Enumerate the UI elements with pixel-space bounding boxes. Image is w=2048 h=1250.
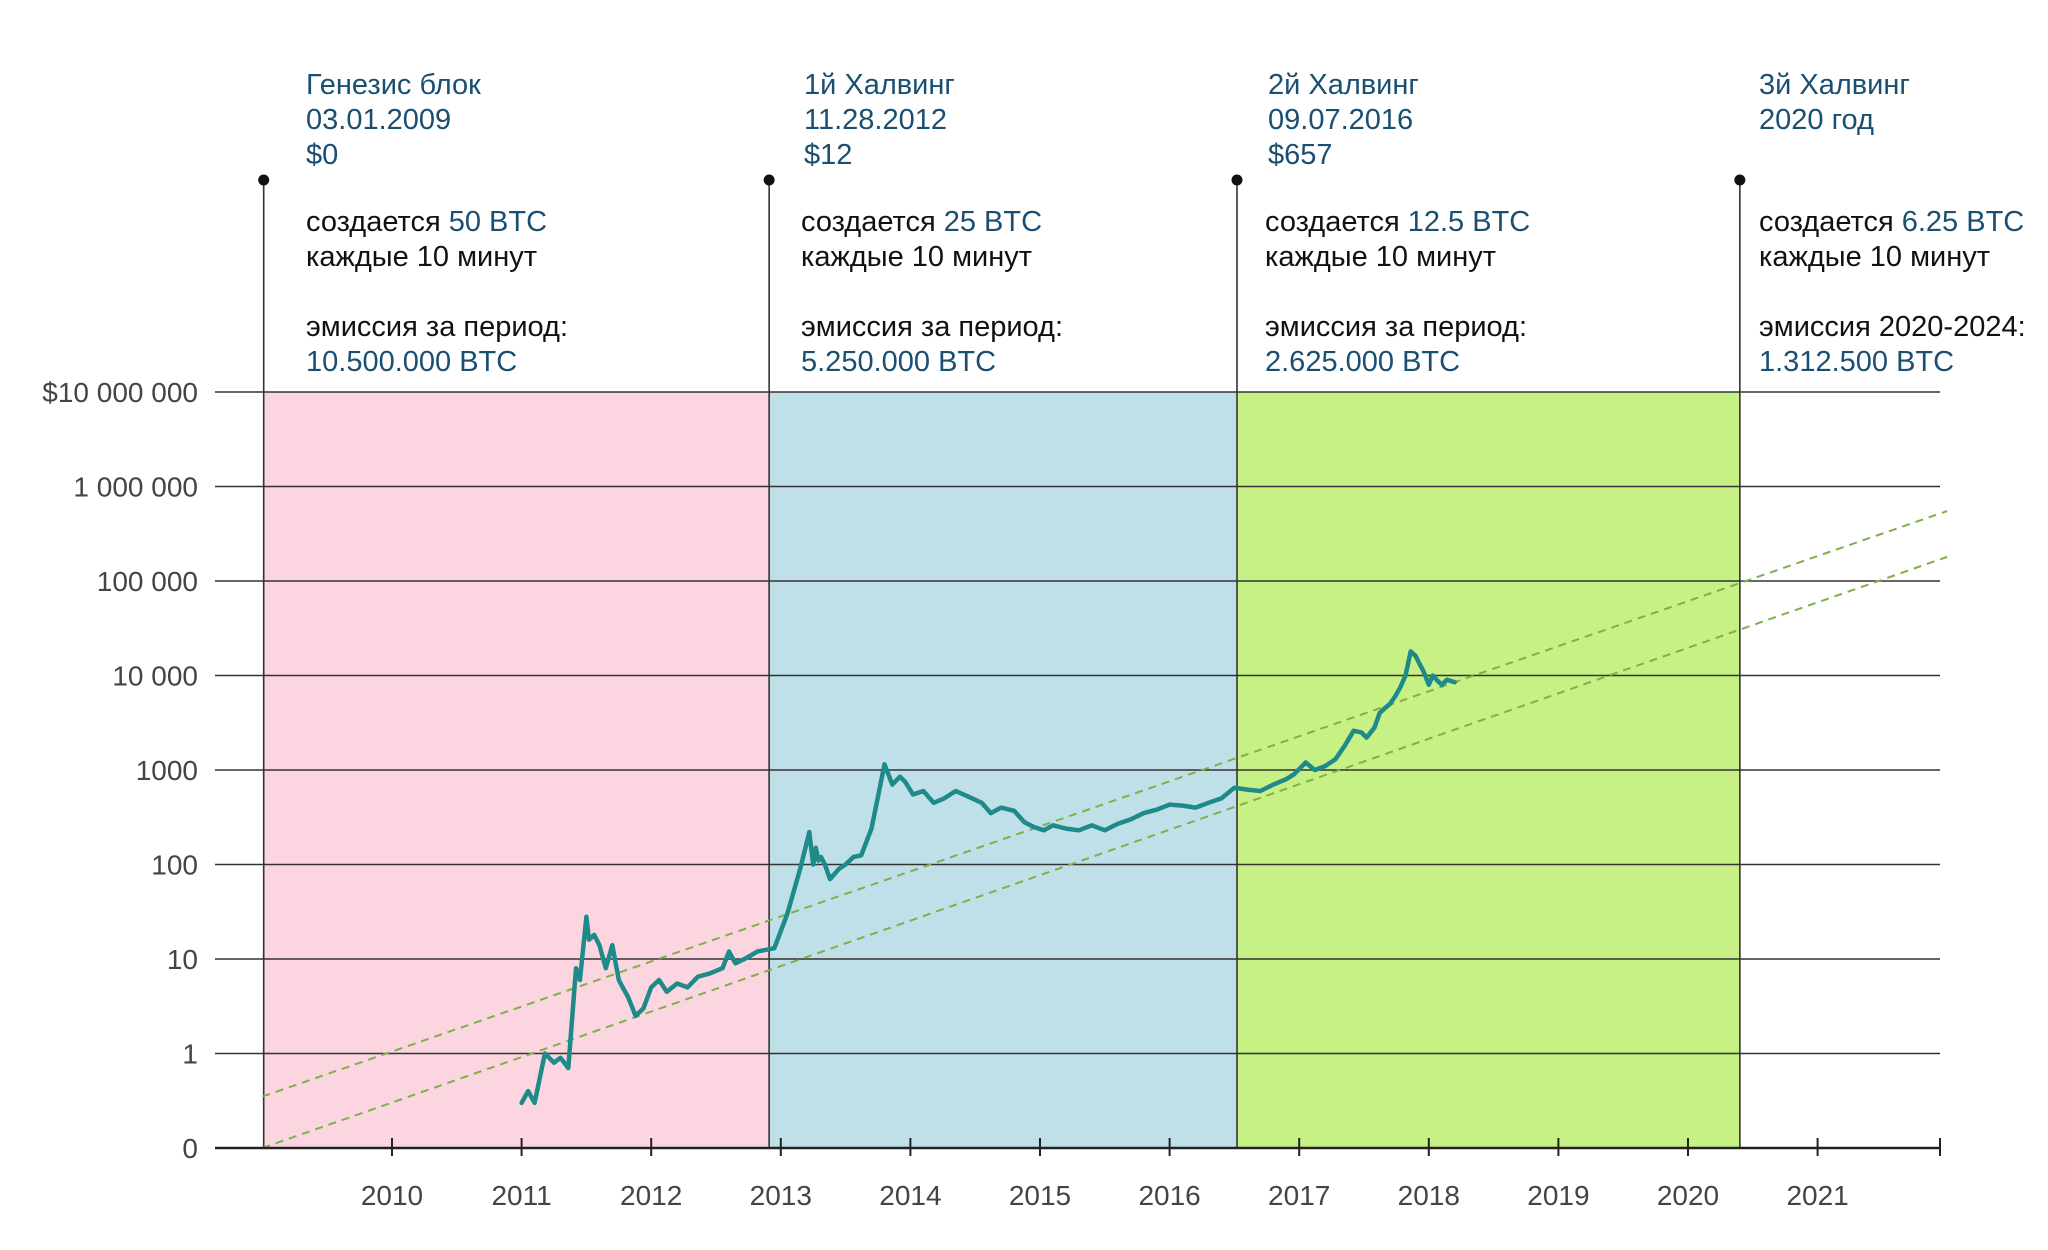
annotation-date: 2020 год <box>1759 104 1874 136</box>
emission-label: эмиссия за период: <box>306 311 569 343</box>
x-tick-label: 2019 <box>1527 1180 1589 1211</box>
annotation-title-line: 3й Халвинг <box>1759 69 1910 101</box>
block-reward: 12.5 BTC <box>1407 206 1531 238</box>
emission-value: 10.500.000 BTC <box>306 346 518 378</box>
annotation-title-line: 2й Халвинг <box>1268 69 1419 101</box>
halving-markers <box>258 174 1746 1148</box>
x-tick-label: 2021 <box>1786 1180 1848 1211</box>
price-series <box>519 649 1457 1106</box>
annotation-halving-1: 1й Халвинг 11.28.2012 $12 <box>804 68 955 173</box>
emission-value: 2.625.000 BTC <box>1265 346 1461 378</box>
x-tick-label: 2015 <box>1009 1180 1071 1211</box>
price-line <box>519 649 1457 1106</box>
annotation-title-line: Генезис блок <box>306 69 481 101</box>
annotation-halving-3: 3й Халвинг 2020 год <box>1759 68 1910 138</box>
annotation-genesis: Генезис блок 03.01.2009 $0 <box>306 68 481 173</box>
x-tick-label: 2011 <box>491 1180 551 1211</box>
emission-label: эмиссия за период: <box>1265 311 1528 343</box>
reward-interval: каждые 10 минут <box>1265 241 1497 273</box>
reward-prefix: создается <box>306 206 441 238</box>
grid-lines <box>215 391 1940 1055</box>
marker-dot <box>763 174 775 186</box>
emission-value: 5.250.000 BTC <box>801 346 997 378</box>
block-reward: 50 BTC <box>448 206 548 238</box>
x-tick-label: 2010 <box>361 1180 423 1211</box>
x-axis-ticks: 2010 2011 2012 2013 2014 2015 2016 2017 2018 2019… <box>361 1138 1941 1211</box>
x-tick-label: 2013 <box>750 1180 812 1211</box>
annotation-halving-1-details: создается 25 BTC каждые 10 минут эмиссия… <box>801 205 1063 380</box>
annotation-price: $657 <box>1268 139 1333 171</box>
reward-interval: каждые 10 минут <box>306 241 538 273</box>
trend-lines <box>262 510 1948 1149</box>
annotation-title-line: 1й Халвинг <box>804 69 955 101</box>
y-tick-label: $10 000 000 <box>42 377 198 408</box>
reward-prefix: создается <box>801 206 936 238</box>
annotation-halving-3-details: создается 6.25 BTC каждые 10 минут эмисс… <box>1759 205 2026 380</box>
x-tick-label: 2016 <box>1138 1180 1200 1211</box>
y-tick-label: 10 000 <box>112 661 198 692</box>
marker-dot <box>1734 174 1746 186</box>
x-tick-label: 2018 <box>1398 1180 1460 1211</box>
y-tick-label: 1 <box>182 1039 198 1070</box>
annotation-price: $12 <box>804 139 853 171</box>
x-tick-label: 2014 <box>879 1180 941 1211</box>
annotation-date: 11.28.2012 <box>804 104 947 136</box>
upper-trend <box>262 510 1948 1098</box>
reward-interval: каждые 10 минут <box>801 241 1033 273</box>
x-tick-label: 2020 <box>1657 1180 1719 1211</box>
x-tick-label: 2012 <box>620 1180 682 1211</box>
annotation-date: 09.07.2016 <box>1268 104 1414 136</box>
annotation-price: $0 <box>306 139 339 171</box>
annotation-halving-2: 2й Халвинг 09.07.2016 $657 <box>1268 68 1419 173</box>
block-reward: 6.25 BTC <box>1901 206 2025 238</box>
x-tick-label: 2017 <box>1268 1180 1330 1211</box>
emission-label: эмиссия 2020-2024: <box>1759 311 2026 343</box>
y-tick-label: 0 <box>182 1133 198 1164</box>
annotation-date: 03.01.2009 <box>306 104 452 136</box>
y-tick-label: 100 000 <box>97 566 198 597</box>
annotation-halving-2-details: создается 12.5 BTC каждые 10 минут эмисс… <box>1265 205 1530 380</box>
marker-dot <box>1231 174 1243 186</box>
y-tick-label: 1000 <box>136 755 198 786</box>
annotation-genesis-details: создается 50 BTC каждые 10 минут эмиссия… <box>306 205 568 380</box>
emission-value: 1.312.500 BTC <box>1759 346 1955 378</box>
reward-prefix: создается <box>1759 206 1894 238</box>
y-tick-label: 1 000 000 <box>73 472 198 503</box>
y-tick-label: 100 <box>151 850 198 881</box>
emission-label: эмиссия за период: <box>801 311 1064 343</box>
reward-interval: каждые 10 минут <box>1759 241 1991 273</box>
reward-prefix: создается <box>1265 206 1400 238</box>
block-reward: 25 BTC <box>943 206 1043 238</box>
lower-trend <box>262 555 1948 1149</box>
y-tick-label: 10 <box>167 944 198 975</box>
marker-dot <box>258 174 270 186</box>
